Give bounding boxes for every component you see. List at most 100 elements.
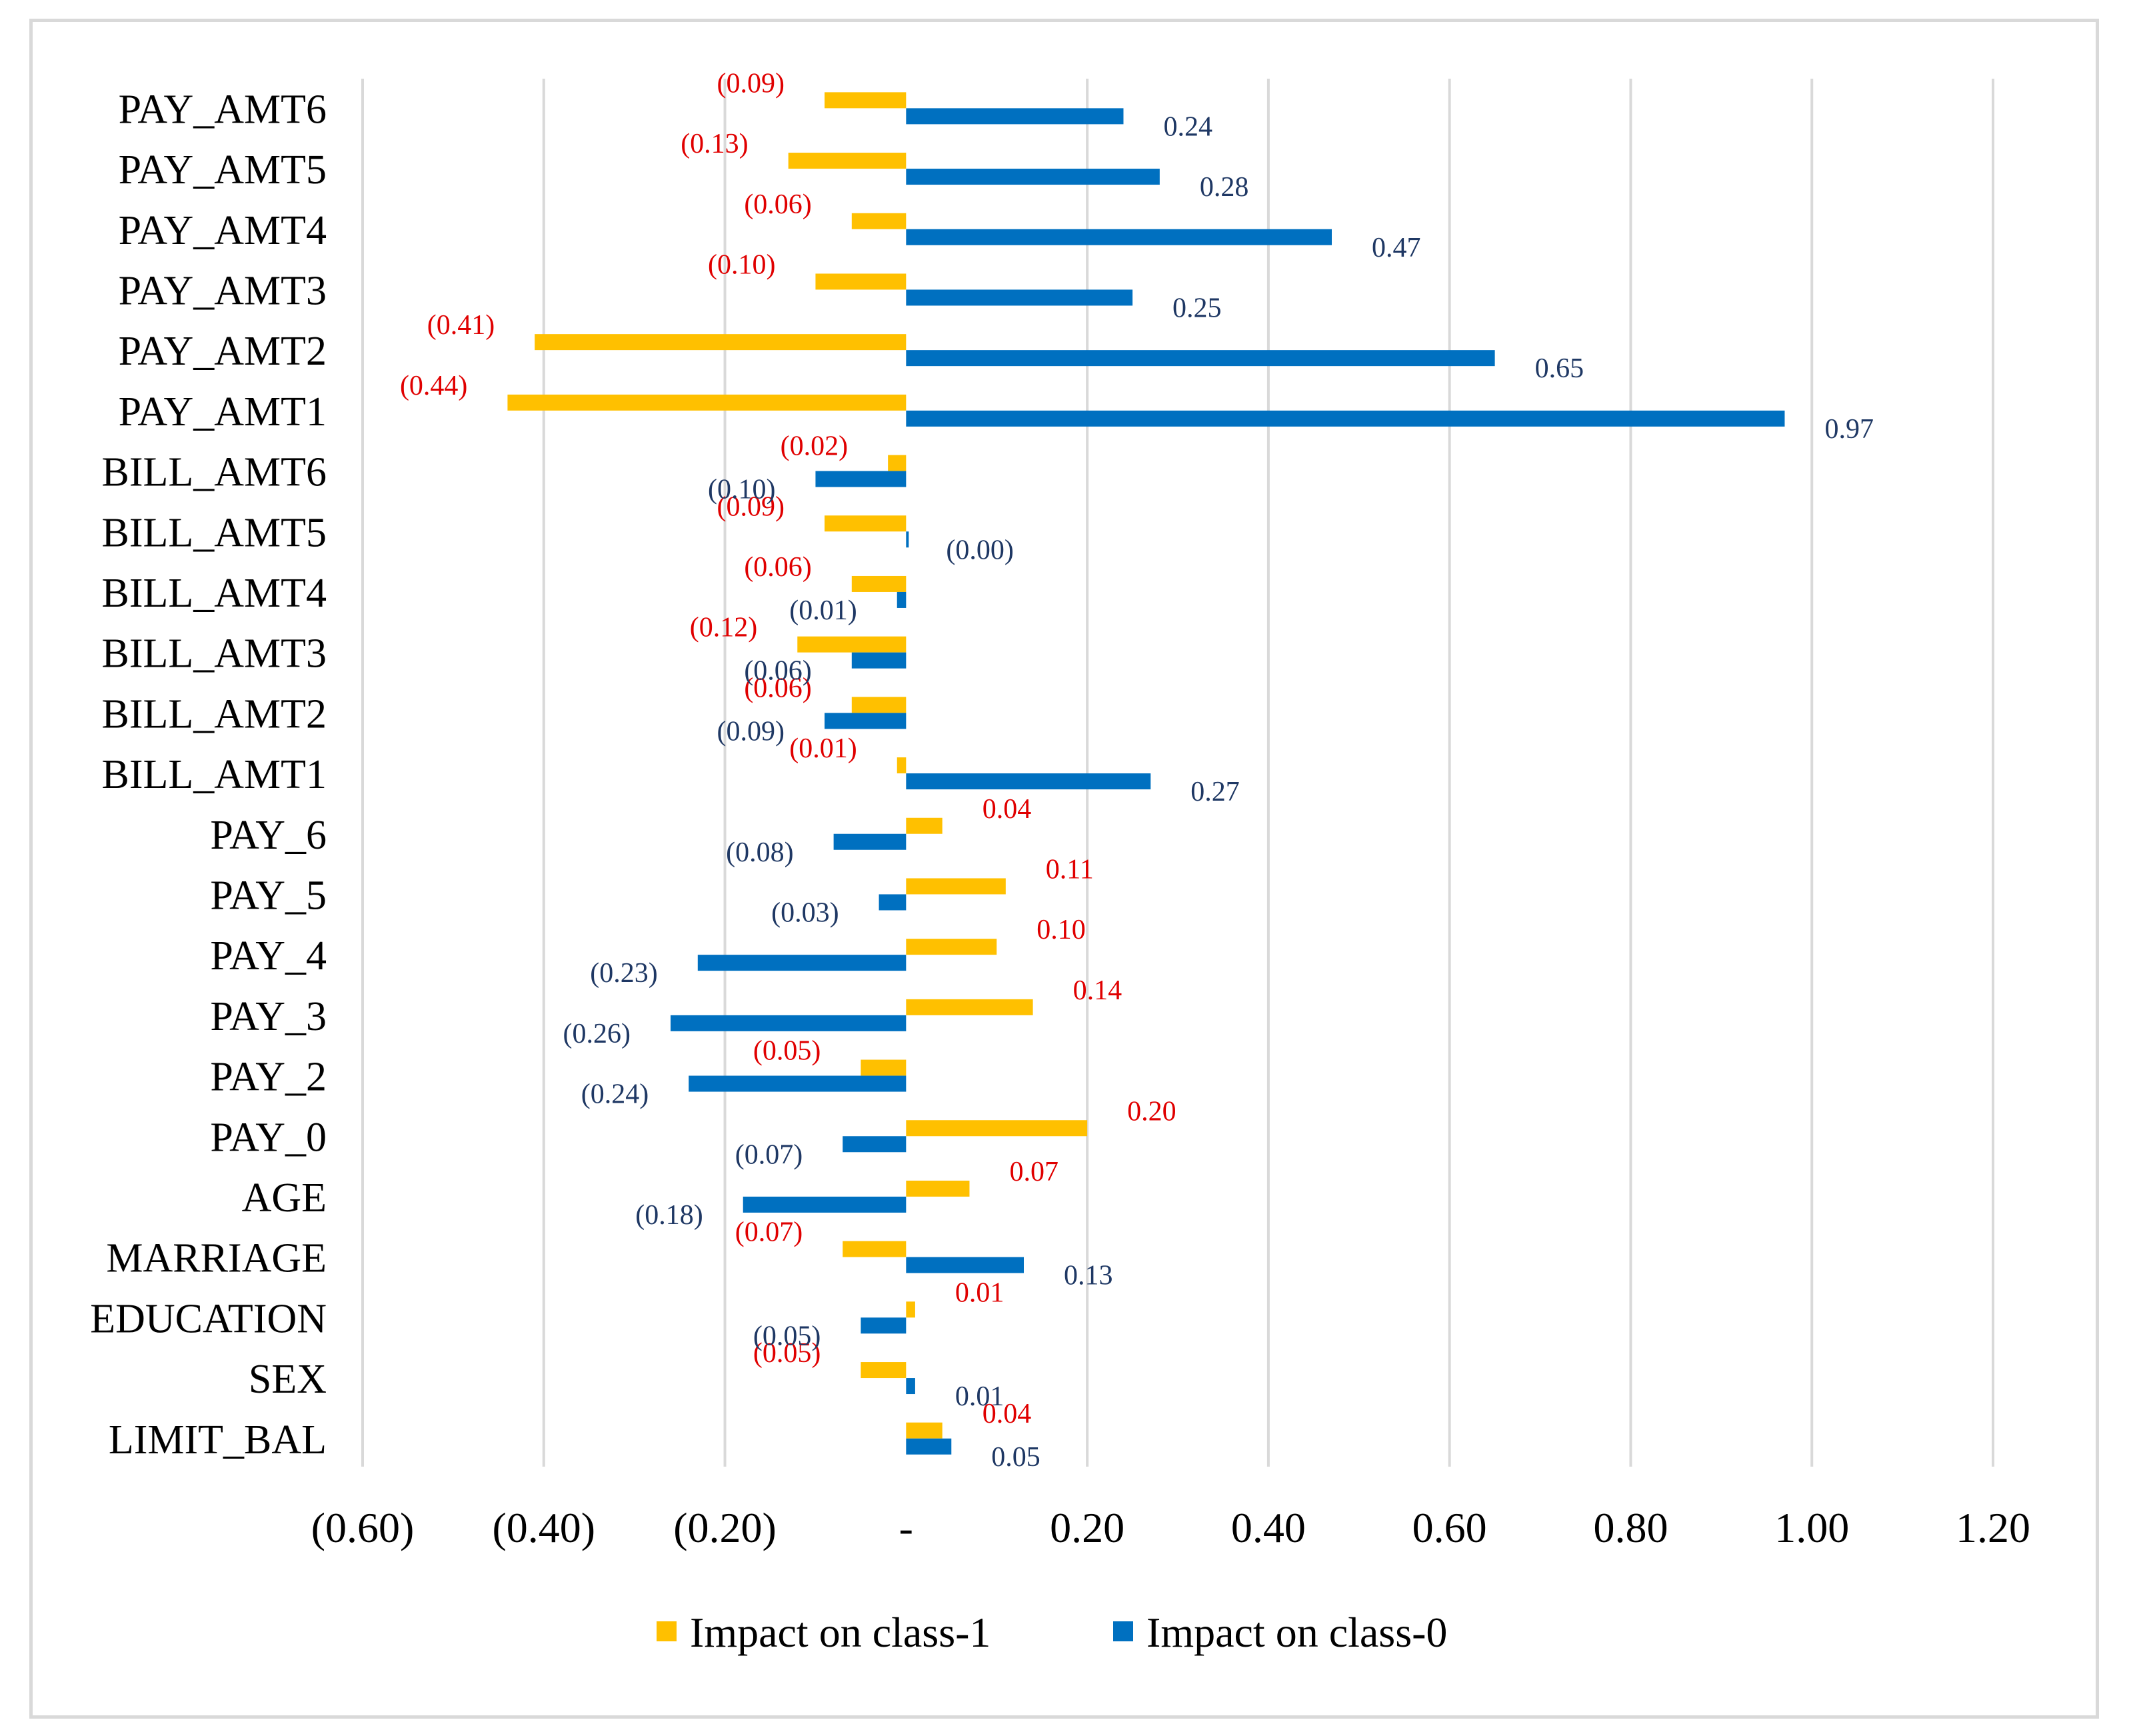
data-label-class-0: 0.47 [1372,233,1421,263]
category-label: PAY_0 [210,1115,327,1160]
bar-class-1 [906,1422,943,1439]
category-label: PAY_AMT4 [119,208,327,253]
bar-class-1 [797,636,907,653]
bar-class-0 [906,531,909,548]
bar-class-1 [906,999,1033,1015]
bar-class-1 [815,273,907,290]
data-label-class-0: (0.00) [946,535,1013,565]
bar-class-0 [906,169,1160,185]
data-label-class-1: (0.06) [744,673,811,703]
category-label: PAY_AMT2 [119,329,327,374]
bar-class-1 [897,757,907,774]
data-label-class-1: (0.10) [708,249,775,280]
data-label-class-0: 0.27 [1190,777,1240,807]
category-label: PAY_2 [210,1055,327,1100]
category-label: AGE [242,1175,327,1221]
data-label-class-0: 0.05 [991,1442,1041,1473]
category-label: EDUCATION [90,1296,327,1341]
x-tick-label: 0.60 [1412,1504,1487,1551]
bar-class-0 [689,1075,907,1092]
legend-swatch-class-0 [1113,1621,1133,1641]
x-axis-tick-labels: (0.60) (0.40) (0.20) - 0.20 0.40 0.60 0.80 1.00 1… [311,1504,2030,1551]
category-label: PAY_AMT1 [119,389,327,435]
data-label-class-0: (0.10) [708,475,775,505]
bar-class-1 [906,1180,970,1197]
data-label-class-0: (0.05) [753,1321,821,1351]
category-label: BILL_AMT6 [101,450,327,495]
category-label: BILL_AMT2 [101,691,327,737]
bar-class-0 [743,1196,907,1213]
data-label-class-0: 0.24 [1163,111,1212,142]
category-label: PAY_AMT6 [119,87,327,132]
data-label-class-0: 0.13 [1064,1261,1113,1291]
category-label: PAY_6 [210,813,327,858]
data-label-class-0: (0.06) [744,656,811,687]
bars [507,92,1785,1455]
x-tick-label: - [899,1504,913,1551]
bar-class-1 [861,1362,907,1379]
bar-class-0 [897,591,907,608]
category-label: PAY_AMT3 [119,268,327,313]
bar-class-1 [888,455,907,471]
data-labels: (0.09) (0.13) (0.06) (0.10) (0.41) (0.44) (0.0… [400,68,1874,1472]
data-label-class-0: 0.28 [1200,172,1249,203]
data-label-class-0: (0.26) [563,1019,631,1049]
data-label-class-0: 0.25 [1172,293,1222,323]
bar-class-1 [825,92,907,109]
bar-class-0 [906,350,1495,367]
legend: Impact on class-1 Impact on class-0 [657,1609,1447,1656]
data-label-class-1: (0.09) [717,491,785,522]
data-label-class-1: (0.09) [717,68,785,99]
bar-class-1 [906,939,997,955]
data-label-class-1: (0.05) [753,1338,821,1369]
category-label: SEX [249,1357,327,1402]
bar-class-0 [906,1438,952,1455]
category-label: BILL_AMT5 [101,510,327,555]
data-label-class-1: 0.04 [983,1399,1032,1429]
bar-class-1 [851,213,907,229]
data-label-class-1: (0.01) [789,733,857,764]
data-label-class-0: 0.97 [1824,414,1874,445]
category-label: LIMIT_BAL [109,1417,327,1463]
data-label-class-1: 0.20 [1127,1096,1176,1127]
data-label-class-0: 0.65 [1535,353,1584,384]
bar-class-0 [906,289,1133,306]
bar-class-0 [906,1378,915,1395]
data-label-class-0: (0.23) [590,958,657,989]
bar-class-0 [906,108,1124,125]
bar-class-0 [851,652,907,669]
x-tick-label: 0.80 [1593,1504,1668,1551]
x-tick-label: 1.00 [1774,1504,1849,1551]
bar-class-1 [861,1059,907,1076]
bar-class-1 [788,153,907,169]
data-label-class-1: 0.01 [955,1277,1005,1308]
x-tick-label: 0.40 [1231,1504,1306,1551]
bar-class-0 [815,471,907,487]
data-label-class-0: (0.03) [771,897,839,928]
x-tick-label: (0.20) [673,1504,777,1551]
data-label-class-1: (0.44) [400,371,467,401]
category-label: BILL_AMT4 [101,571,327,616]
bar-class-0 [906,1257,1024,1273]
bar-class-0 [843,1136,907,1153]
data-label-class-1: (0.13) [681,129,748,159]
bar-class-1 [906,1301,915,1318]
bar-class-1 [906,878,1006,895]
bar-class-1 [851,697,907,713]
data-label-class-0: (0.09) [717,716,785,747]
bar-class-1 [906,817,943,834]
bar-class-0 [906,410,1785,427]
legend-label-class-1: Impact on class-1 [690,1609,991,1656]
bar-class-1 [825,515,907,532]
bar-class-0 [833,833,907,850]
bar-class-0 [906,229,1332,245]
x-tick-label: 1.20 [1956,1504,2030,1551]
bar-class-0 [825,713,907,729]
bar-class-0 [906,773,1151,790]
data-label-class-1: (0.02) [781,431,848,462]
grid-lines [361,79,1994,1467]
bar-class-1 [851,575,907,592]
data-label-class-0: (0.01) [789,595,857,626]
category-label: PAY_4 [210,933,327,979]
